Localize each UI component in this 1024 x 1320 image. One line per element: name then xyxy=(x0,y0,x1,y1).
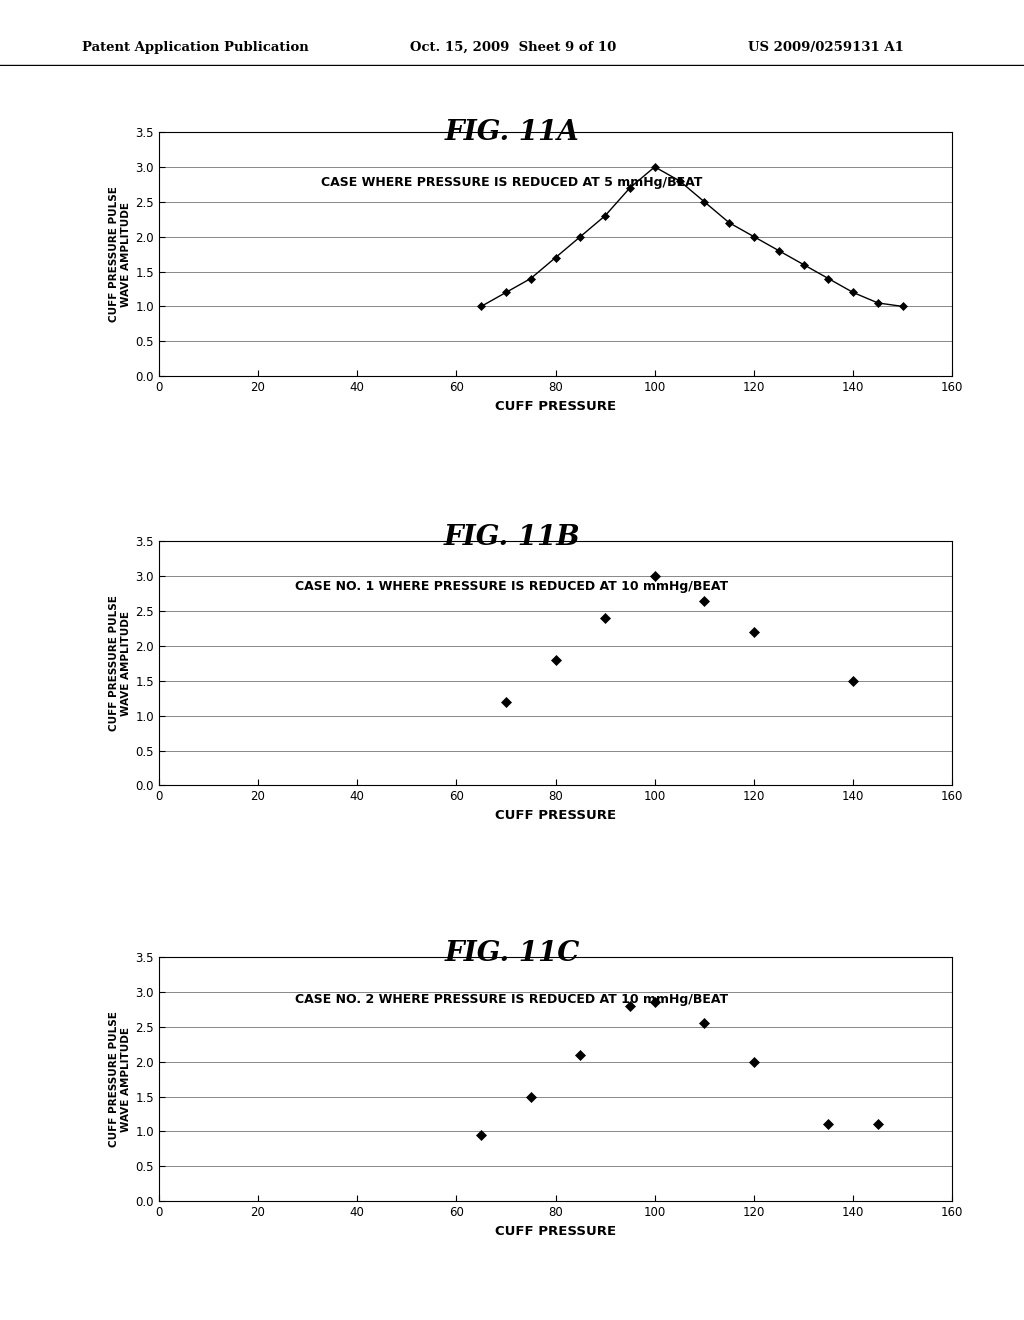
Y-axis label: CUFF PRESSURE PULSE
WAVE AMPLITUDE: CUFF PRESSURE PULSE WAVE AMPLITUDE xyxy=(110,1011,131,1147)
X-axis label: CUFF PRESSURE: CUFF PRESSURE xyxy=(495,1225,616,1238)
Text: Patent Application Publication: Patent Application Publication xyxy=(82,41,308,54)
Text: FIG. 11B: FIG. 11B xyxy=(443,524,581,550)
Text: CASE WHERE PRESSURE IS REDUCED AT 5 mmHg/BEAT: CASE WHERE PRESSURE IS REDUCED AT 5 mmHg… xyxy=(322,176,702,189)
Text: FIG. 11A: FIG. 11A xyxy=(444,119,580,145)
Text: US 2009/0259131 A1: US 2009/0259131 A1 xyxy=(748,41,903,54)
X-axis label: CUFF PRESSURE: CUFF PRESSURE xyxy=(495,809,616,822)
Text: Oct. 15, 2009  Sheet 9 of 10: Oct. 15, 2009 Sheet 9 of 10 xyxy=(410,41,615,54)
Text: FIG. 11C: FIG. 11C xyxy=(444,940,580,966)
Text: CASE NO. 1 WHERE PRESSURE IS REDUCED AT 10 mmHg/BEAT: CASE NO. 1 WHERE PRESSURE IS REDUCED AT … xyxy=(296,579,728,593)
Y-axis label: CUFF PRESSURE PULSE
WAVE AMPLITUDE: CUFF PRESSURE PULSE WAVE AMPLITUDE xyxy=(110,186,131,322)
Y-axis label: CUFF PRESSURE PULSE
WAVE AMPLITUDE: CUFF PRESSURE PULSE WAVE AMPLITUDE xyxy=(110,595,131,731)
X-axis label: CUFF PRESSURE: CUFF PRESSURE xyxy=(495,400,616,413)
Text: CASE NO. 2 WHERE PRESSURE IS REDUCED AT 10 mmHg/BEAT: CASE NO. 2 WHERE PRESSURE IS REDUCED AT … xyxy=(296,993,728,1006)
